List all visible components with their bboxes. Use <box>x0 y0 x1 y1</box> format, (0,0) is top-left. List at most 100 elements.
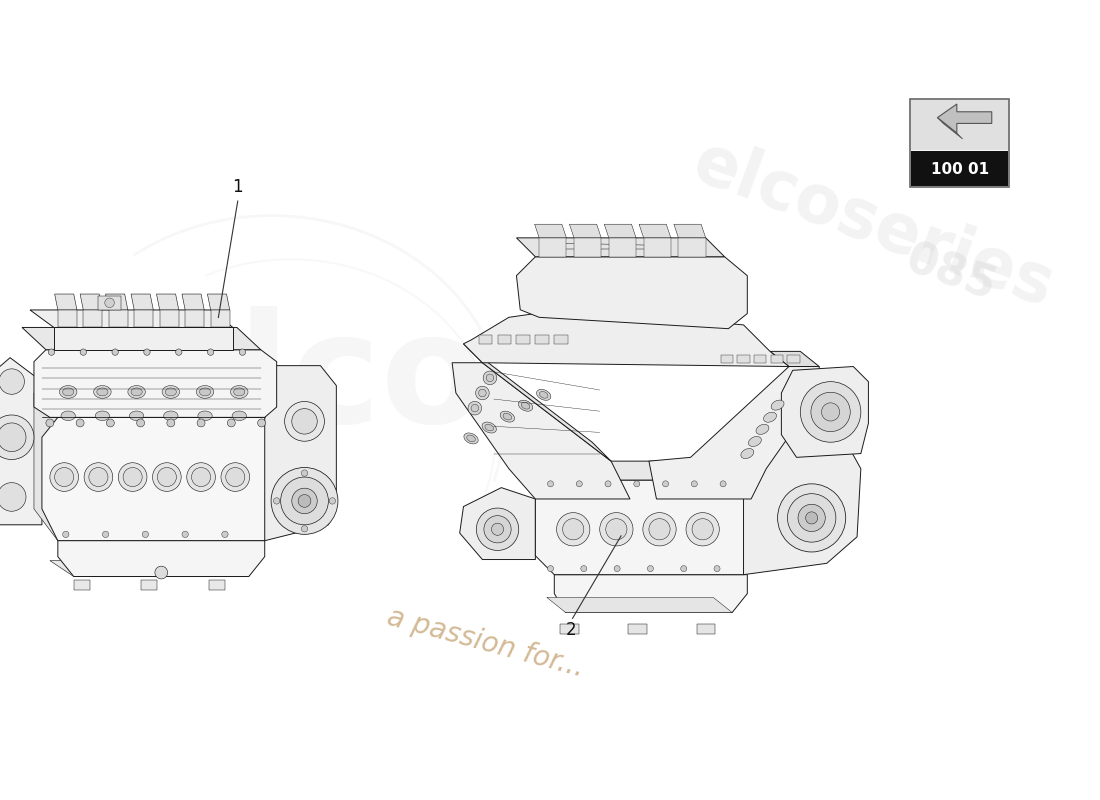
Circle shape <box>136 419 144 427</box>
Bar <box>536 334 549 344</box>
Text: elco: elco <box>134 306 486 455</box>
Circle shape <box>102 531 109 538</box>
Text: elcoseries: elcoseries <box>684 130 1063 321</box>
Bar <box>911 100 1009 150</box>
Circle shape <box>80 349 87 355</box>
Circle shape <box>228 419 235 427</box>
Circle shape <box>155 566 167 579</box>
Circle shape <box>548 481 553 487</box>
Bar <box>755 355 767 362</box>
Ellipse shape <box>94 386 111 398</box>
Circle shape <box>548 566 553 572</box>
Polygon shape <box>50 561 249 577</box>
Circle shape <box>686 513 719 546</box>
Polygon shape <box>134 310 153 327</box>
Polygon shape <box>570 224 602 238</box>
Circle shape <box>484 516 512 543</box>
Circle shape <box>222 531 228 538</box>
Polygon shape <box>536 480 762 574</box>
Polygon shape <box>608 238 636 257</box>
Circle shape <box>107 419 114 427</box>
Circle shape <box>557 513 590 546</box>
Polygon shape <box>539 238 566 257</box>
Ellipse shape <box>130 411 144 421</box>
Circle shape <box>681 566 686 572</box>
Circle shape <box>714 566 720 572</box>
Circle shape <box>84 462 112 491</box>
Polygon shape <box>34 394 58 541</box>
Circle shape <box>478 390 486 397</box>
Ellipse shape <box>464 433 478 444</box>
Circle shape <box>614 566 620 572</box>
Circle shape <box>157 467 176 486</box>
Circle shape <box>822 403 839 421</box>
Polygon shape <box>554 574 747 613</box>
Circle shape <box>692 518 713 540</box>
Polygon shape <box>58 310 77 327</box>
Ellipse shape <box>518 400 532 411</box>
Circle shape <box>142 531 148 538</box>
Circle shape <box>48 349 55 355</box>
Bar <box>209 581 224 590</box>
Circle shape <box>0 423 26 451</box>
Polygon shape <box>30 310 233 327</box>
Circle shape <box>606 518 627 540</box>
Polygon shape <box>937 104 992 133</box>
Ellipse shape <box>521 402 530 409</box>
Bar <box>554 334 568 344</box>
Bar <box>628 624 647 634</box>
Bar <box>911 150 1009 186</box>
Circle shape <box>119 462 147 491</box>
Circle shape <box>642 513 676 546</box>
Circle shape <box>329 498 336 504</box>
Circle shape <box>221 462 250 491</box>
Polygon shape <box>109 310 128 327</box>
Circle shape <box>153 462 182 491</box>
Polygon shape <box>517 238 725 257</box>
Polygon shape <box>182 294 205 310</box>
Bar <box>771 355 783 362</box>
Circle shape <box>801 382 861 442</box>
Bar <box>720 355 733 362</box>
Polygon shape <box>210 310 230 327</box>
Polygon shape <box>58 541 265 577</box>
Circle shape <box>562 518 584 540</box>
Circle shape <box>720 481 726 487</box>
Circle shape <box>471 404 478 412</box>
Ellipse shape <box>233 388 245 396</box>
Bar <box>788 355 800 362</box>
Circle shape <box>648 566 653 572</box>
Polygon shape <box>54 327 233 350</box>
Circle shape <box>581 566 586 572</box>
Polygon shape <box>649 366 820 499</box>
Ellipse shape <box>128 386 145 398</box>
Ellipse shape <box>165 388 176 396</box>
Polygon shape <box>55 294 77 310</box>
Ellipse shape <box>60 411 75 421</box>
Ellipse shape <box>763 412 777 422</box>
Circle shape <box>280 477 329 525</box>
Circle shape <box>486 374 494 382</box>
Polygon shape <box>0 358 42 525</box>
Circle shape <box>76 419 84 427</box>
Circle shape <box>492 523 504 535</box>
Polygon shape <box>42 418 280 541</box>
Text: a passion for...: a passion for... <box>384 603 587 682</box>
Circle shape <box>0 482 26 511</box>
Bar <box>478 334 492 344</box>
Ellipse shape <box>466 435 475 442</box>
Polygon shape <box>517 257 747 329</box>
Circle shape <box>298 494 311 507</box>
Text: 100 01: 100 01 <box>931 162 989 177</box>
Circle shape <box>104 298 114 307</box>
Circle shape <box>292 409 317 434</box>
Text: 085: 085 <box>900 238 1002 310</box>
Circle shape <box>691 481 697 487</box>
Circle shape <box>63 531 69 538</box>
Circle shape <box>0 415 34 459</box>
Circle shape <box>226 467 245 486</box>
Ellipse shape <box>131 388 142 396</box>
Ellipse shape <box>503 414 512 420</box>
Polygon shape <box>644 238 671 257</box>
Polygon shape <box>34 350 277 418</box>
